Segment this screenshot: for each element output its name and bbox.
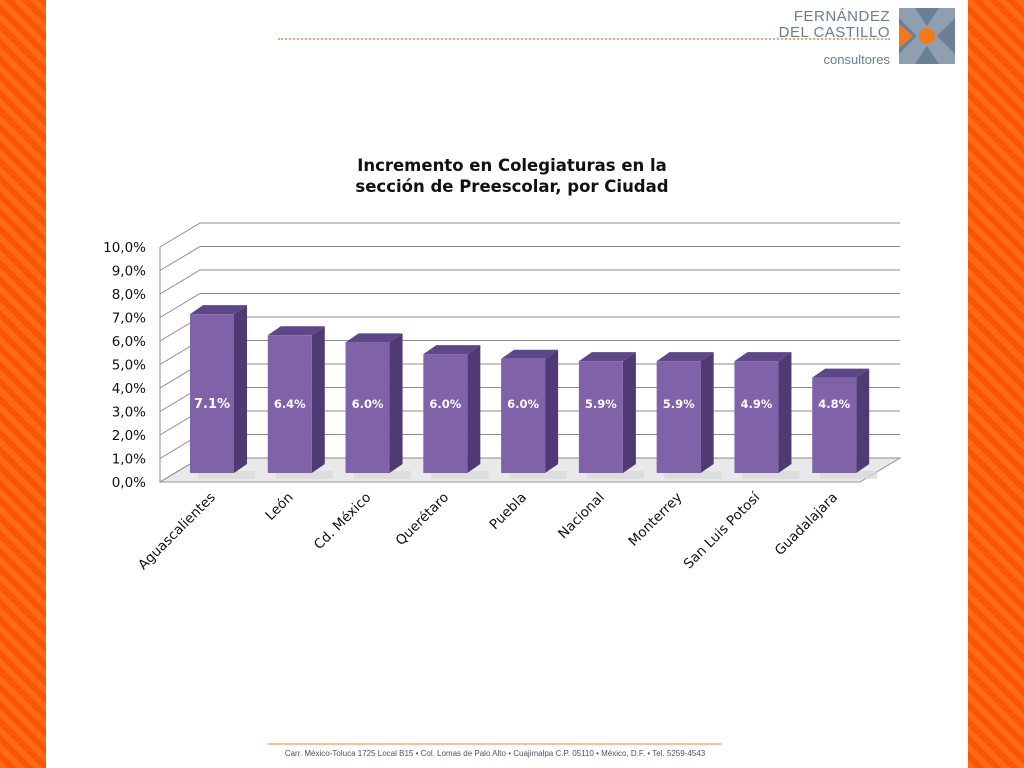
data-label: 5.9% (585, 397, 617, 411)
bar (345, 342, 390, 473)
data-label: 6.0% (429, 397, 461, 411)
y-tick-label: 6,0% (112, 334, 146, 350)
y-tick-label: 9,0% (112, 264, 146, 280)
bar-shadow (664, 471, 722, 479)
left-frame (0, 0, 46, 768)
bar-shadow (742, 471, 800, 479)
bar-top (734, 352, 792, 362)
gridline (159, 222, 900, 248)
bar-top (656, 352, 714, 362)
data-label: 5.9% (663, 397, 695, 411)
data-label: 6.4% (274, 397, 306, 411)
chart-title-line2: sección de Preescolar, por Ciudad (355, 177, 669, 196)
bar-top (812, 368, 870, 378)
brand-logo-icon (899, 8, 955, 64)
bar-side (856, 368, 870, 473)
bar-shadow (820, 471, 878, 479)
x-tick-label: León (262, 490, 296, 524)
gridline (159, 246, 900, 271)
bar (656, 361, 701, 473)
chart-title-line1: Incremento en Colegiaturas en la (357, 156, 667, 175)
y-tick-label: 3,0% (112, 405, 146, 421)
data-label: 6.0% (352, 397, 384, 411)
gridline (159, 269, 900, 295)
bar-side (234, 305, 247, 473)
bar-side (622, 352, 636, 473)
y-tick-label: 4,0% (112, 381, 146, 397)
bar-shadow (586, 471, 644, 479)
right-frame (968, 0, 1024, 768)
bar-side (467, 345, 481, 473)
bar-shadow (198, 471, 255, 479)
x-tick-label: Puebla (487, 490, 530, 533)
bar-top (267, 326, 325, 336)
bar-shadow (353, 471, 411, 479)
brand-name-line1: FERNÁNDEZ (793, 8, 890, 25)
x-tick-label: Monterrey (625, 490, 685, 550)
bar-top (190, 305, 247, 315)
gridline (159, 293, 900, 318)
bar-top (501, 349, 559, 359)
bar (423, 354, 468, 473)
x-tick-label: Querétaro (393, 490, 452, 549)
bar-side (545, 349, 559, 473)
y-tick-label: 2,0% (112, 428, 146, 444)
brand-subtitle: consultores (823, 52, 890, 67)
y-tick-label: 1,0% (112, 452, 146, 468)
x-tick-label: Cd. México (311, 490, 374, 553)
x-tick-label: San Luis Potosí (681, 489, 765, 573)
bar-top (345, 333, 403, 343)
header-dotted-line (278, 38, 890, 40)
bar-top (423, 345, 481, 355)
bar (578, 361, 623, 473)
bar-side (311, 326, 325, 473)
y-tick-label: 7,0% (112, 311, 146, 327)
chart-title: Incremento en Colegiaturas en la sección… (0, 155, 1024, 197)
bar (734, 361, 779, 473)
bar-top (578, 352, 636, 362)
brand-name-line2: DEL CASTILLO (778, 24, 890, 41)
bar-side (700, 352, 714, 473)
data-label: 4.9% (740, 397, 772, 411)
footer-divider (268, 743, 722, 745)
y-tick-label: 8,0% (112, 287, 146, 303)
footer-address: Carr. México-Toluca 1725 Local B15 • Col… (284, 749, 706, 758)
x-tick-label: Aguascalientes (135, 490, 219, 574)
bar-shadow (509, 471, 567, 479)
bar (812, 377, 857, 473)
data-label: 4.8% (818, 397, 850, 411)
bar (190, 314, 234, 473)
bar (267, 335, 312, 473)
bar-side (778, 352, 792, 473)
y-tick-label: 5,0% (112, 358, 146, 374)
bar-side (389, 333, 403, 473)
bar-shadow (431, 471, 489, 479)
y-tick-label: 10,0% (103, 240, 146, 256)
bar (501, 358, 546, 473)
x-tick-label: Nacional (555, 490, 608, 543)
x-tick-label: Guadalajara (772, 490, 841, 559)
data-label: 7.1% (194, 397, 230, 412)
bar-shadow (275, 471, 333, 479)
y-tick-label: 0,0% (112, 475, 146, 491)
data-label: 6.0% (507, 397, 539, 411)
